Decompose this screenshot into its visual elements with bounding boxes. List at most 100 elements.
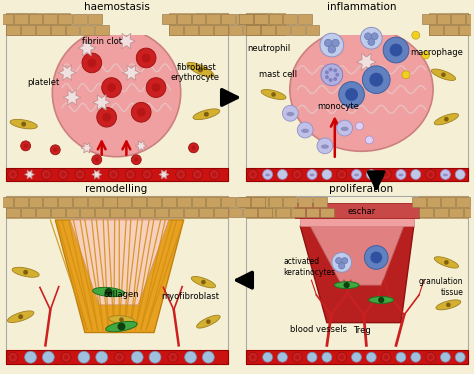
Circle shape	[365, 136, 374, 144]
Bar	[28, 14, 43, 24]
Bar	[140, 208, 154, 217]
Circle shape	[307, 169, 317, 180]
Circle shape	[171, 355, 175, 359]
Bar	[36, 208, 50, 217]
Ellipse shape	[310, 174, 315, 177]
Polygon shape	[118, 33, 135, 49]
Circle shape	[61, 352, 71, 362]
Bar	[58, 197, 72, 206]
Circle shape	[96, 351, 108, 363]
Circle shape	[50, 145, 60, 155]
Bar	[162, 197, 176, 206]
Bar	[36, 25, 50, 35]
Circle shape	[111, 172, 116, 177]
Polygon shape	[63, 90, 81, 105]
Polygon shape	[55, 220, 183, 332]
Bar	[246, 196, 295, 218]
Circle shape	[78, 172, 82, 177]
Polygon shape	[193, 109, 220, 120]
Circle shape	[283, 105, 298, 121]
Bar	[228, 208, 242, 217]
Bar	[95, 25, 109, 35]
Polygon shape	[78, 40, 96, 56]
Bar	[251, 197, 264, 206]
Circle shape	[131, 351, 143, 363]
Bar	[169, 208, 183, 217]
Circle shape	[23, 144, 28, 148]
Circle shape	[342, 258, 348, 264]
Ellipse shape	[290, 28, 433, 151]
Bar	[451, 14, 465, 24]
Circle shape	[335, 73, 339, 77]
Bar	[125, 208, 139, 217]
Circle shape	[325, 75, 329, 79]
Text: mast cell: mast cell	[259, 70, 297, 79]
Circle shape	[412, 31, 419, 39]
Text: monocyte: monocyte	[317, 102, 359, 111]
Circle shape	[168, 352, 178, 362]
Text: granulation
tissue: granulation tissue	[419, 277, 463, 297]
Circle shape	[277, 352, 287, 362]
Bar	[471, 197, 474, 206]
Circle shape	[109, 169, 118, 180]
Circle shape	[321, 64, 343, 86]
Bar	[459, 25, 473, 35]
Circle shape	[384, 172, 388, 177]
Bar	[110, 208, 124, 217]
Circle shape	[10, 355, 15, 359]
Bar	[88, 197, 102, 206]
Circle shape	[332, 39, 339, 47]
Bar	[177, 197, 191, 206]
Circle shape	[338, 263, 345, 269]
Circle shape	[134, 157, 138, 162]
Ellipse shape	[354, 174, 359, 177]
Circle shape	[128, 172, 133, 177]
Circle shape	[328, 46, 336, 53]
Circle shape	[107, 83, 116, 92]
Bar	[291, 208, 305, 217]
Polygon shape	[261, 89, 286, 99]
Bar	[298, 197, 312, 206]
Bar	[73, 197, 87, 206]
Bar	[283, 14, 297, 24]
Circle shape	[8, 352, 18, 362]
Bar	[65, 208, 80, 217]
Circle shape	[44, 172, 49, 177]
Circle shape	[402, 71, 410, 79]
Bar	[221, 197, 235, 206]
Circle shape	[444, 117, 449, 122]
Bar	[313, 197, 327, 206]
Bar	[214, 208, 228, 217]
Bar	[269, 14, 283, 24]
Circle shape	[146, 78, 166, 98]
Bar	[0, 197, 13, 206]
Circle shape	[25, 351, 36, 363]
Circle shape	[369, 73, 383, 87]
Circle shape	[366, 169, 376, 180]
Circle shape	[87, 58, 96, 67]
Circle shape	[195, 172, 200, 177]
Bar	[21, 25, 35, 35]
Circle shape	[352, 169, 362, 180]
Bar	[162, 14, 176, 24]
Text: fibrin clot: fibrin clot	[82, 37, 122, 46]
Circle shape	[383, 37, 409, 63]
Bar	[320, 208, 334, 217]
Circle shape	[206, 319, 210, 324]
Circle shape	[339, 82, 365, 107]
Bar	[258, 208, 272, 217]
Bar	[419, 208, 433, 217]
Bar	[254, 14, 268, 24]
Circle shape	[295, 172, 300, 177]
Circle shape	[455, 352, 465, 362]
Circle shape	[53, 148, 57, 152]
Bar	[103, 197, 117, 206]
Bar	[81, 25, 94, 35]
Polygon shape	[159, 170, 169, 179]
Text: platelet: platelet	[27, 78, 60, 87]
Circle shape	[21, 122, 26, 127]
Polygon shape	[10, 119, 37, 129]
Circle shape	[271, 92, 276, 97]
Circle shape	[381, 352, 391, 362]
Polygon shape	[187, 62, 214, 77]
